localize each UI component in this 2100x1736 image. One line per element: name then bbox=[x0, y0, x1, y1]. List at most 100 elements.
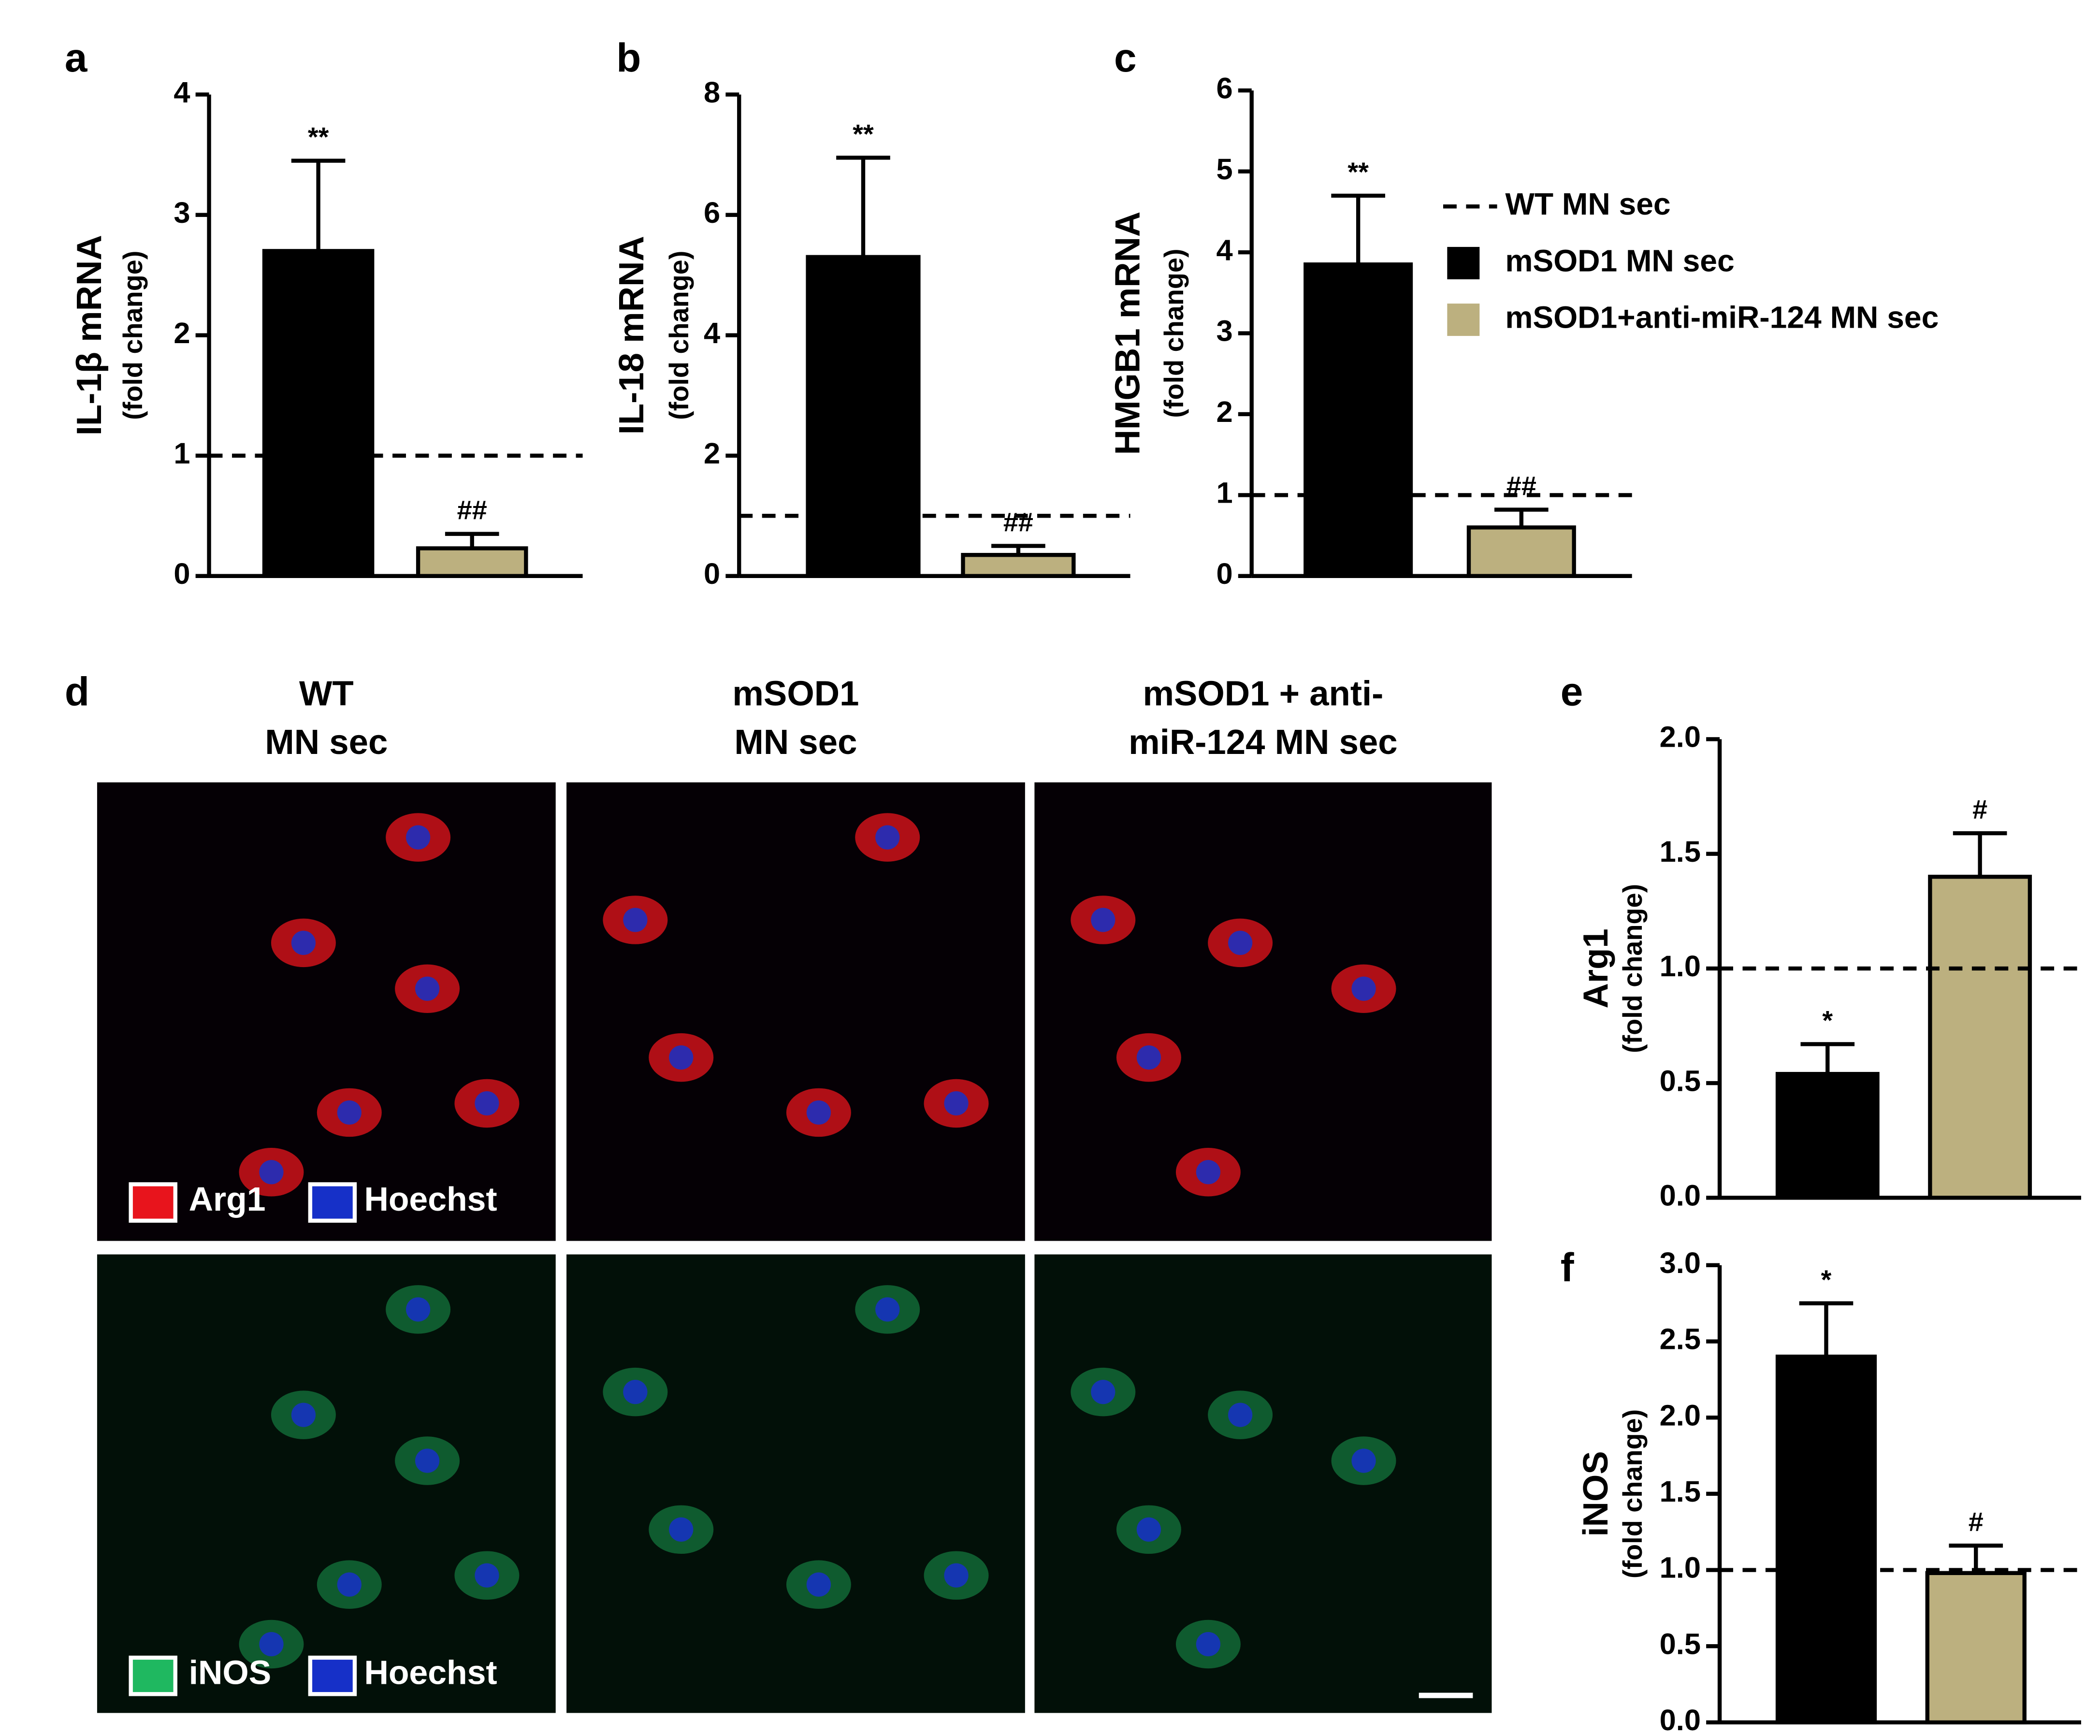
panel-label: b bbox=[616, 35, 641, 80]
cell-nucleus bbox=[259, 1160, 284, 1185]
cell-nucleus bbox=[1136, 1517, 1161, 1542]
error-bar bbox=[991, 544, 1045, 555]
y-axis-subtitle: (fold change) bbox=[1617, 884, 1648, 1053]
micrograph bbox=[97, 782, 556, 1241]
cell-nucleus bbox=[806, 1572, 831, 1597]
cell-nucleus bbox=[1228, 930, 1253, 955]
y-tick-label: 2 bbox=[174, 317, 190, 350]
cell-nucleus bbox=[669, 1517, 694, 1542]
y-tick-label: 1.5 bbox=[1660, 835, 1701, 868]
panel-label: f bbox=[1561, 1244, 1575, 1290]
cell-nucleus bbox=[875, 1297, 900, 1322]
y-tick-label: 6 bbox=[1216, 72, 1232, 105]
cell-nucleus bbox=[406, 825, 431, 850]
cell-nucleus bbox=[415, 1448, 440, 1473]
y-axis-title: Arg1 bbox=[1576, 928, 1615, 1008]
y-tick-label: 2.0 bbox=[1660, 721, 1701, 754]
legend-label: mSOD1+anti-miR-124 MN sec bbox=[1505, 300, 1939, 335]
y-axis-title: IL-1β mRNA bbox=[70, 235, 109, 435]
significance-label: * bbox=[1821, 1264, 1832, 1295]
micrograph bbox=[97, 1254, 556, 1713]
cell-nucleus bbox=[1091, 1380, 1115, 1404]
y-axis-title: HMGB1 mRNA bbox=[1108, 212, 1147, 455]
y-tick-label: 2.0 bbox=[1660, 1399, 1701, 1432]
cell-nucleus bbox=[623, 1380, 648, 1404]
y-tick-label: 6 bbox=[704, 196, 720, 230]
cell-nucleus bbox=[1351, 1448, 1376, 1473]
bar bbox=[961, 553, 1076, 579]
bar bbox=[1775, 1354, 1877, 1725]
stain-swatch bbox=[308, 1655, 357, 1696]
bar bbox=[1303, 262, 1413, 579]
micrograph bbox=[566, 782, 1025, 1241]
bar bbox=[1928, 874, 2032, 1200]
error-bar bbox=[1800, 1042, 1855, 1074]
significance-label: # bbox=[1972, 794, 1987, 825]
error-bar bbox=[836, 156, 890, 257]
y-axis-subtitle: (fold change) bbox=[664, 251, 694, 420]
micrograph bbox=[1034, 1254, 1492, 1713]
error-bar bbox=[1331, 193, 1385, 265]
legend-swatch bbox=[1447, 246, 1480, 279]
cell-nucleus bbox=[1091, 908, 1115, 932]
column-title: WT bbox=[299, 674, 354, 713]
cell-nucleus bbox=[291, 1403, 316, 1427]
significance-label: * bbox=[1822, 1005, 1833, 1036]
cell-nucleus bbox=[1196, 1632, 1221, 1657]
panel-label: e bbox=[1561, 669, 1583, 714]
panel-label: d bbox=[65, 669, 89, 714]
stain-swatch bbox=[129, 1182, 177, 1223]
y-tick-label: 1.0 bbox=[1660, 1551, 1701, 1585]
y-tick-label: 2 bbox=[1216, 395, 1232, 429]
micrograph bbox=[566, 1254, 1025, 1713]
cell-nucleus bbox=[475, 1563, 499, 1588]
y-tick-label: 0.5 bbox=[1660, 1064, 1701, 1098]
error-bar bbox=[1953, 831, 2007, 877]
y-axis-subtitle: (fold change) bbox=[1159, 248, 1189, 418]
stain-label: iNOS bbox=[189, 1654, 272, 1692]
y-tick-label: 0 bbox=[174, 557, 190, 591]
column-title: miR-124 MN sec bbox=[1129, 723, 1397, 762]
column-title: MN sec bbox=[265, 723, 388, 762]
y-tick-label: 1.0 bbox=[1660, 950, 1701, 983]
cell-nucleus bbox=[944, 1091, 969, 1116]
bar bbox=[1466, 525, 1576, 579]
cell-nucleus bbox=[623, 908, 648, 932]
cell-nucleus bbox=[1351, 976, 1376, 1001]
stain-swatch bbox=[129, 1655, 177, 1696]
cell-nucleus bbox=[337, 1572, 362, 1597]
cell-nucleus bbox=[259, 1632, 284, 1657]
y-tick-label: 0 bbox=[704, 557, 720, 591]
y-tick-label: 8 bbox=[704, 76, 720, 109]
y-axis-title: iNOS bbox=[1576, 1451, 1615, 1536]
y-axis-subtitle: (fold change) bbox=[1617, 1409, 1648, 1578]
error-bar bbox=[445, 532, 499, 549]
error-bar bbox=[291, 159, 346, 251]
y-tick-label: 0.0 bbox=[1660, 1179, 1701, 1213]
cell-nucleus bbox=[406, 1297, 431, 1322]
micrograph bbox=[1034, 782, 1492, 1241]
y-tick-label: 1.5 bbox=[1660, 1475, 1701, 1508]
cell-nucleus bbox=[337, 1100, 362, 1125]
significance-label: ** bbox=[308, 122, 329, 152]
y-tick-label: 0.0 bbox=[1660, 1704, 1701, 1736]
panel-label: a bbox=[65, 35, 88, 80]
cell-nucleus bbox=[875, 825, 900, 850]
cell-nucleus bbox=[415, 976, 440, 1001]
column-title: mSOD1 bbox=[732, 674, 859, 713]
y-tick-label: 3 bbox=[1216, 315, 1232, 348]
cell-nucleus bbox=[1136, 1045, 1161, 1070]
bar bbox=[1775, 1071, 1880, 1200]
y-tick-label: 3.0 bbox=[1660, 1246, 1701, 1280]
cell-nucleus bbox=[806, 1100, 831, 1125]
y-tick-label: 4 bbox=[1216, 233, 1232, 267]
legend-label: mSOD1 MN sec bbox=[1505, 243, 1734, 278]
y-tick-label: 1 bbox=[1216, 477, 1232, 510]
bar bbox=[416, 546, 528, 579]
y-axis-title: IL-18 mRNA bbox=[612, 236, 651, 434]
bar bbox=[1925, 1571, 2027, 1725]
y-tick-label: 0.5 bbox=[1660, 1627, 1701, 1661]
cell-nucleus bbox=[944, 1563, 969, 1588]
y-axis-subtitle: (fold change) bbox=[117, 251, 148, 420]
y-tick-label: 4 bbox=[174, 76, 190, 109]
